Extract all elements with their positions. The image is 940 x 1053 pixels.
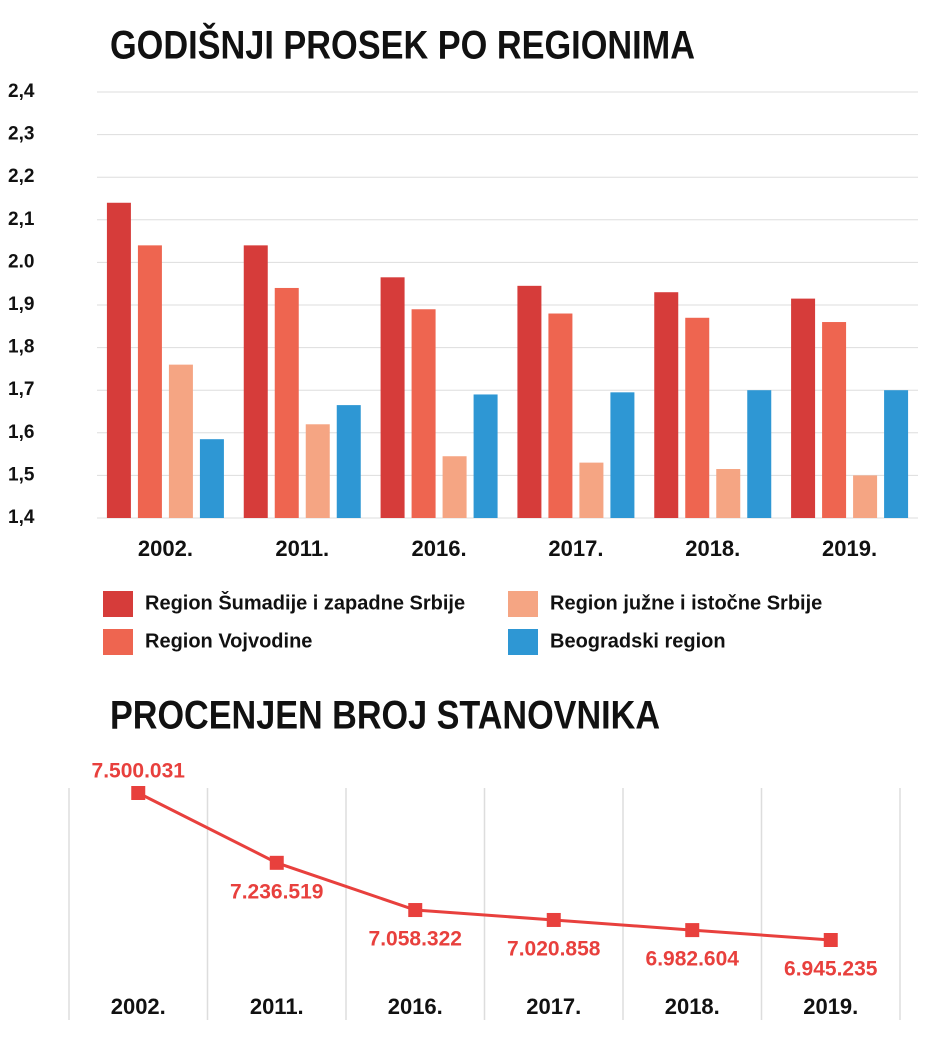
- x-tick-label: 2019.: [803, 994, 858, 1019]
- x-tick-label: 2018.: [665, 994, 720, 1019]
- x-tick-label: 2002.: [111, 994, 166, 1019]
- bar: [716, 469, 741, 518]
- x-tick-label: 2016.: [388, 994, 443, 1019]
- y-tick-label: 2.0: [8, 251, 34, 272]
- bar: [106, 202, 131, 518]
- bar: [791, 298, 816, 518]
- bar: [243, 245, 268, 519]
- bar: [137, 245, 162, 519]
- value-label: 7.020.858: [507, 938, 601, 961]
- bar: [442, 456, 467, 518]
- bar: [610, 392, 635, 518]
- y-tick-label: 1,6: [8, 422, 34, 443]
- legend-label: Region Šumadije i zapadne Srbije: [145, 590, 465, 614]
- x-tick-label: 2017.: [526, 994, 581, 1019]
- x-tick-label: 2011.: [250, 994, 304, 1019]
- x-tick-label: 2011.: [275, 536, 329, 561]
- value-label: 7.236.519: [230, 880, 323, 903]
- bar: [411, 309, 436, 518]
- legend-swatch: [103, 591, 133, 617]
- x-tick-label: 2017.: [548, 536, 603, 561]
- y-tick-label: 2,2: [8, 166, 34, 187]
- legend-label: Region Vojvodine: [145, 630, 312, 652]
- y-tick-label: 1,5: [8, 464, 35, 485]
- value-label: 7.058.322: [369, 928, 462, 951]
- bar: [274, 287, 299, 518]
- bar: [685, 317, 710, 518]
- line: [137, 791, 831, 942]
- bar: [199, 439, 224, 518]
- chart-title: PROCENJEN BROJ STANOVNIKA: [110, 694, 660, 738]
- legend-label: Beogradski region: [550, 630, 726, 652]
- x-tick-label: 2018.: [685, 536, 740, 561]
- legend-swatch: [103, 629, 133, 655]
- y-tick-label: 2,1: [8, 209, 35, 230]
- bar: [380, 277, 405, 518]
- y-tick-label: 1,9: [8, 294, 34, 315]
- point: [269, 855, 284, 870]
- bar: [853, 475, 878, 518]
- legend-swatch: [508, 629, 538, 655]
- y-tick-label: 1,8: [8, 337, 34, 358]
- bar: [517, 285, 542, 518]
- point: [408, 903, 423, 918]
- x-tick-label: 2019.: [822, 536, 877, 561]
- bar: [305, 424, 330, 518]
- x-tick-label: 2002.: [138, 536, 193, 561]
- point: [823, 933, 838, 947]
- bar: [822, 322, 847, 518]
- y-tick-label: 2,3: [8, 124, 34, 145]
- x-tick-label: 2016.: [412, 536, 467, 561]
- point: [546, 912, 561, 927]
- bar: [473, 394, 498, 518]
- bar: [336, 405, 361, 518]
- legend-label: Region južne i istočne Srbije: [550, 592, 822, 614]
- bar: [654, 292, 679, 518]
- bar: [884, 390, 909, 518]
- point: [131, 786, 146, 800]
- y-tick-label: 2,4: [8, 81, 35, 102]
- bar: [168, 364, 193, 518]
- value-label: 6.945.235: [784, 958, 878, 981]
- point: [685, 923, 700, 938]
- bar: [747, 390, 772, 518]
- value-label: 6.982.604: [646, 948, 740, 971]
- bar: [548, 313, 573, 518]
- y-tick-label: 1,7: [8, 379, 34, 400]
- value-label: 7.500.031: [92, 760, 186, 783]
- y-tick-label: 1,4: [8, 507, 35, 528]
- legend-swatch: [508, 591, 538, 617]
- bar: [579, 462, 604, 518]
- chart-title: GODIŠNJI PROSEK PO REGIONIMA: [110, 22, 695, 68]
